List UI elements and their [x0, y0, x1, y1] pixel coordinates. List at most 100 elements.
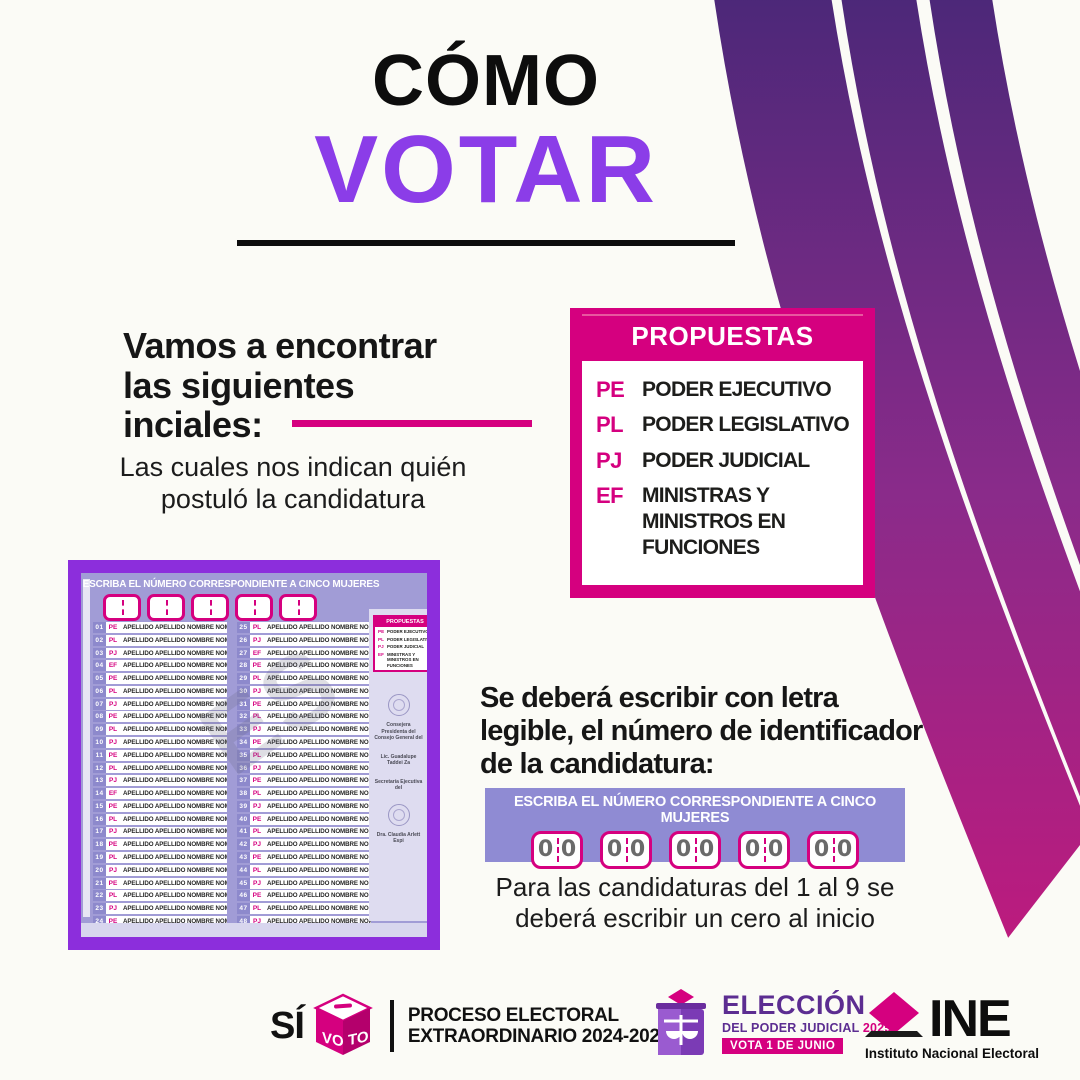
candidate-name: APELLIDO APELLIDO NOMBRE NOMBRE [264, 698, 371, 710]
candidate-name: APELLIDO APELLIDO NOMBRE NOMBRE [120, 813, 227, 825]
eleccion-badge: VOTA 1 DE JUNIO [722, 1038, 844, 1054]
propuesta-abbr: PJ [378, 644, 384, 649]
swoosh-stripe-1 [712, 0, 1080, 1032]
si-voto-logo: SÍ VO TO PROCESO ELECTORAL EXTRAORDINARI… [270, 993, 670, 1059]
candidate-number: 04 [93, 660, 106, 672]
zero-digit: 0 [836, 837, 853, 862]
candidate-name: APELLIDO APELLIDO NOMBRE NOMBRE [264, 826, 371, 838]
candidate-number: 06 [93, 685, 106, 697]
candidate-party-abbr: EF [106, 788, 120, 800]
candidate-number: 11 [93, 749, 106, 761]
candidate-number: 13 [93, 775, 106, 787]
candidate-party-abbr: PJ [250, 915, 264, 927]
candidate-name: APELLIDO APELLIDO NOMBRE NOMBRE [120, 698, 227, 710]
candidate-name: APELLIDO APELLIDO NOMBRE NOMBRE [120, 788, 227, 800]
eleccion-title: ELECCIÓN [722, 990, 866, 1020]
candidate-name: APELLIDO APELLIDO NOMBRE NOMBRE [264, 737, 371, 748]
ballot-write-box[interactable] [191, 594, 229, 621]
candidate-number: 41 [237, 826, 250, 838]
candidate-name: APELLIDO APELLIDO NOMBRE NOMBRE [120, 864, 227, 876]
candidate-name: APELLIDO APELLIDO NOMBRE NOMBRE [264, 877, 371, 889]
candidate-party-abbr: PL [250, 673, 264, 685]
candidate-party-abbr: EF [106, 660, 120, 672]
candidate-party-abbr: EF [250, 647, 264, 659]
candidate-party-abbr: PJ [250, 877, 264, 889]
candidate-party-abbr: PL [250, 788, 264, 800]
zero-digit: 0 [675, 837, 692, 862]
candidate-number: 40 [237, 813, 250, 825]
candidate-party-abbr: PL [250, 864, 264, 876]
intro-heading-line: inciales: [123, 404, 263, 446]
candidate-name: APELLIDO APELLIDO NOMBRE NOMBRE [120, 915, 227, 927]
candidate-name: APELLIDO APELLIDO NOMBRE NOMBRE [120, 647, 227, 659]
title-votar: VOTAR [314, 116, 658, 223]
candidate-number: 10 [93, 737, 106, 748]
ine-acronym: INE [929, 989, 1012, 1048]
candidate-name: APELLIDO APELLIDO NOMBRE NOMBRE [264, 864, 371, 876]
propuesta-abbr: EF [378, 651, 384, 657]
intro-subtext-line: Las cuales nos indican quién [119, 452, 467, 482]
candidate-name: APELLIDO APELLIDO NOMBRE NOMBRE [264, 647, 371, 659]
candidate-number: 38 [237, 788, 250, 800]
zero-digit: 0 [767, 837, 784, 862]
candidate-number: 30 [237, 685, 250, 697]
candidate-name: APELLIDO APELLIDO NOMBRE NOMBRE [264, 673, 371, 685]
candidate-number: 43 [237, 852, 250, 863]
candidate-party-abbr: PE [250, 660, 264, 672]
title-underline [237, 240, 735, 246]
candidate-number: 33 [237, 724, 250, 736]
candidate-name: APELLIDO APELLIDO NOMBRE NOMBRE [264, 890, 371, 902]
ballot-write-box[interactable] [235, 594, 273, 621]
si-voto-cube-icon: VO TO [313, 993, 373, 1055]
candidate-number: 12 [93, 762, 106, 774]
ine-full-name: Instituto Nacional Electoral [865, 1046, 1040, 1061]
propuesta-label: MINISTRAS Y MINISTROS EN FUNCIONES [642, 483, 786, 560]
candidate-number: 31 [237, 698, 250, 710]
propuesta-item: PE PODER EJECUTIVO [378, 629, 427, 635]
candidate-party-abbr: PJ [250, 762, 264, 774]
candidate-party-abbr: PE [106, 800, 120, 812]
candidate-name: APELLIDO APELLIDO NOMBRE NOMBRE [264, 749, 371, 761]
ballot-write-box[interactable] [147, 594, 185, 621]
candidate-party-abbr: PE [250, 698, 264, 710]
candidate-name: APELLIDO APELLIDO NOMBRE NOMBRE [120, 737, 227, 748]
candidate-number: 48 [237, 915, 250, 927]
ballot-sidebar: PROPUESTAS PE PODER EJECUTIVO PL PODER LEGI… [369, 609, 427, 921]
candidate-party-abbr: PE [106, 877, 120, 889]
candidate-number: 14 [93, 788, 106, 800]
footer: SÍ VO TO PROCESO ELECTORAL EXTRAORDINARI… [0, 985, 1080, 1065]
ballot-write-box[interactable] [103, 594, 141, 621]
ballot-write-box[interactable] [279, 594, 317, 621]
candidate-number: 32 [237, 711, 250, 723]
candidate-number: 08 [93, 711, 106, 723]
candidate-party-abbr: PL [250, 711, 264, 723]
candidate-number: 45 [237, 877, 250, 889]
footer-divider [389, 1000, 394, 1052]
